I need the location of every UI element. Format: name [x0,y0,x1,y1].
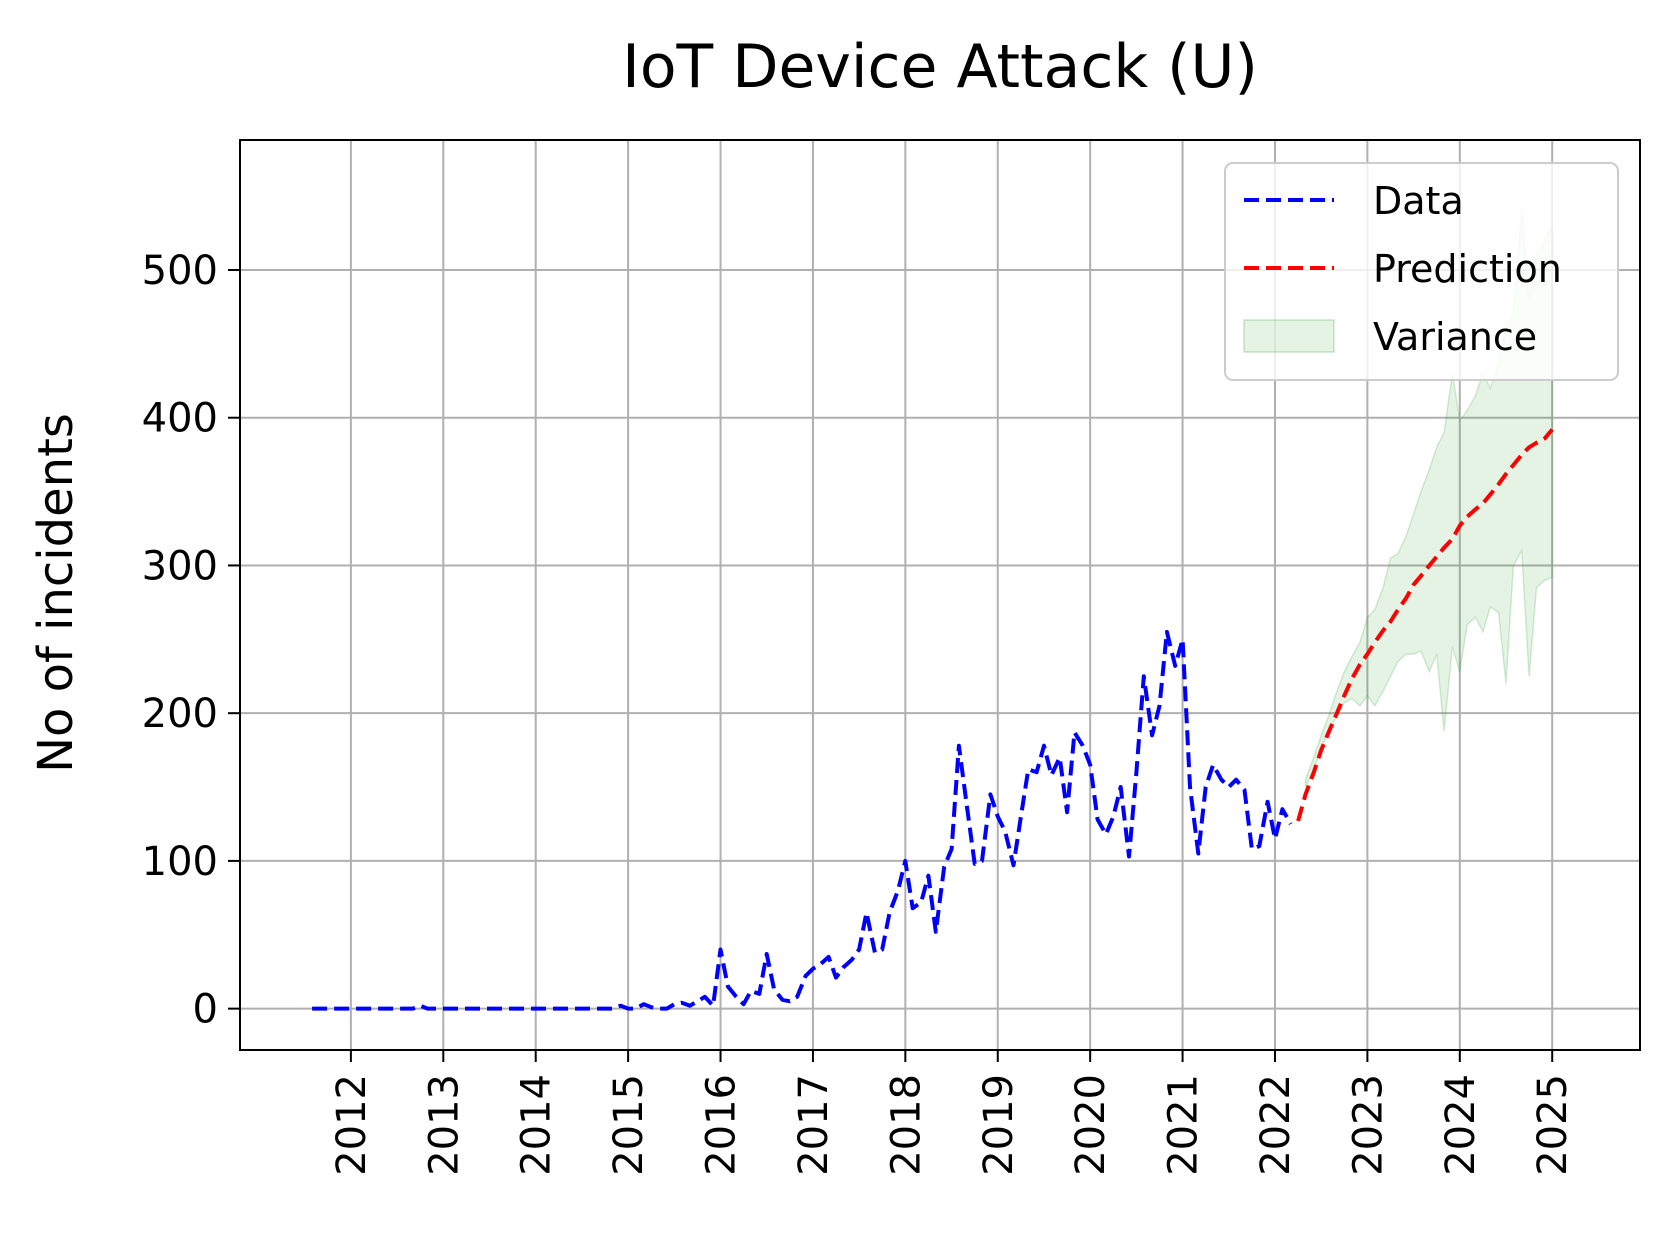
plot-frame [239,139,1641,1051]
x-tick-label: 2020 [1068,1074,1114,1176]
x-tick-label: 2024 [1438,1074,1484,1176]
legend-prediction-label: Prediction [1373,247,1562,291]
y-tick-label: 0 [193,987,218,1033]
x-tick-label: 2015 [606,1074,652,1176]
legend-box [1224,162,1619,381]
data-series-line [312,629,1293,1011]
x-tick-label: 2017 [791,1074,837,1176]
y-tick-label: 200 [142,691,218,737]
legend: Data Prediction Variance [1224,162,1619,381]
legend-data-label: Data [1373,179,1464,223]
chart-title: IoT Device Attack (U) [622,32,1258,102]
y-axis-label: No of incidents [28,413,84,773]
y-tick-label: 100 [142,839,218,885]
x-tick-label: 2016 [699,1074,745,1176]
x-axis-ticks: 2012 2013 2014 2015 2016 2017 2018 2019 2020 2021… [329,1050,1576,1176]
x-tick-label: 2013 [421,1074,467,1176]
x-tick-label: 2014 [514,1074,560,1176]
legend-variance-swatch [1243,319,1335,353]
y-tick-label: 300 [142,543,218,589]
y-tick-label: 500 [142,248,218,294]
x-tick-label: 2018 [883,1074,929,1176]
x-tick-label: 2022 [1253,1074,1299,1176]
y-tick-label: 400 [142,396,218,442]
legend-variance-label: Variance [1373,315,1537,359]
variance-band [1304,210,1553,788]
x-tick-label: 2019 [976,1074,1022,1176]
x-tick-label: 2012 [329,1074,375,1176]
x-tick-label: 2021 [1161,1074,1207,1176]
x-tick-label: 2023 [1345,1074,1391,1176]
y-axis-ticks: 0 100 200 300 400 500 [142,248,240,1033]
variance-band-area [1304,210,1553,788]
x-tick-label: 2025 [1530,1074,1576,1176]
series-lines [312,428,1554,1011]
prediction-series-line [1296,428,1554,822]
